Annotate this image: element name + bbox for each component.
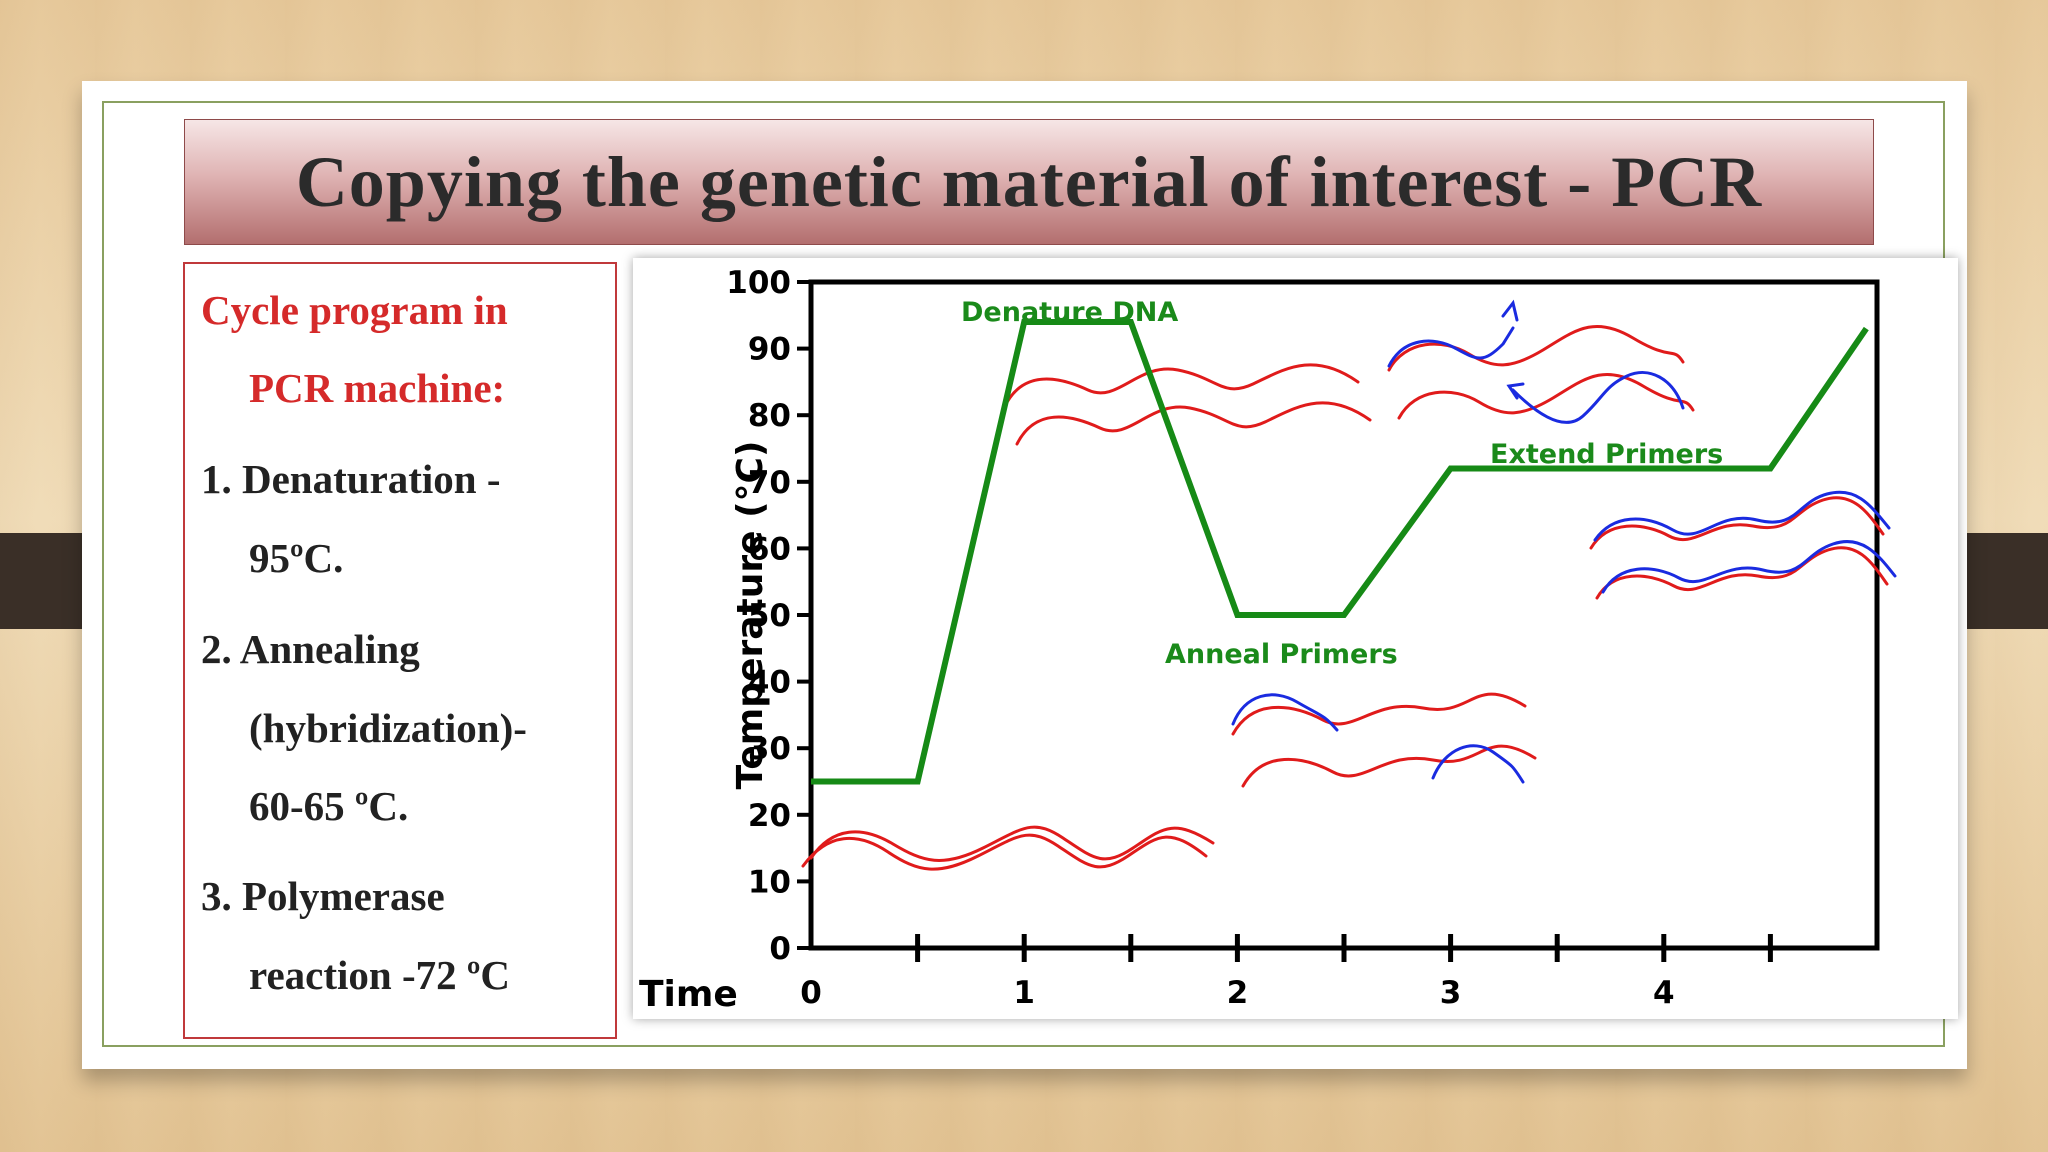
y-tick-label: 50 (748, 598, 791, 634)
temperature-profile-line (811, 319, 1869, 785)
dna-separated-strands-illustration (1003, 363, 1372, 446)
slide-title: Copying the genetic material of interest… (295, 141, 1763, 222)
y-tick-labels: 0 10 20 30 40 50 60 70 80 90 100 (726, 265, 791, 967)
label-denature-dna: Denature DNA (961, 297, 1178, 328)
step-1-line-2: 95ºC. (249, 535, 344, 581)
y-tick-label: 10 (748, 864, 791, 900)
cycle-program-textbox: Cycle program in PCR machine: 1. Denatur… (183, 262, 617, 1039)
step-3-line-2: reaction -72 ºC (249, 952, 510, 998)
pcr-chart-panel: 0 10 20 30 40 50 60 70 80 90 100 0 1 2 3 4 Time Temper… (633, 258, 1958, 1019)
y-tick-label: 100 (726, 265, 791, 301)
x-tick-label: 1 (1013, 975, 1035, 1011)
axis-ticks (797, 280, 1773, 962)
label-extend-primers: Extend Primers (1490, 439, 1723, 470)
y-tick-label: 0 (769, 931, 791, 967)
y-tick-label: 30 (748, 731, 791, 767)
y-axis-title: Temperature (°C) (730, 441, 771, 790)
x-tick-label: 3 (1440, 975, 1462, 1011)
slide: Copying the genetic material of interest… (82, 81, 1967, 1069)
step-2-line-2: (hybridization)- (249, 705, 527, 751)
y-tick-label: 60 (748, 531, 791, 567)
x-tick-labels: 0 1 2 3 4 (800, 975, 1674, 1011)
y-tick-label: 90 (748, 332, 791, 368)
heading-line-1: Cycle program in (201, 287, 508, 333)
heading-line-2: PCR machine: (249, 365, 506, 411)
y-tick-label: 40 (748, 665, 791, 701)
new-double-strands-illustration (1589, 490, 1897, 600)
y-tick-label: 80 (748, 398, 791, 434)
y-tick-label: 70 (748, 465, 791, 501)
primer-annealing-illustration (1231, 692, 1537, 788)
x-tick-label: 2 (1227, 975, 1249, 1011)
pcr-temperature-chart: 0 10 20 30 40 50 60 70 80 90 100 0 1 2 3 4 Time Temper… (639, 265, 1897, 1015)
step-2-line-3: 60-65 ºC. (249, 783, 409, 829)
y-tick-label: 20 (748, 798, 791, 834)
x-tick-label: 4 (1653, 975, 1675, 1011)
primer-extension-illustration (1387, 299, 1695, 424)
x-axis-title: Time (639, 974, 738, 1015)
step-2-line-1: 2. Annealing (201, 626, 420, 672)
dna-double-strand-illustration (801, 825, 1215, 871)
step-3-line-1: 3. Polymerase (201, 873, 445, 919)
title-bar: Copying the genetic material of interest… (184, 119, 1874, 245)
step-1-line-1: 1. Denaturation - (201, 456, 501, 502)
label-anneal-primers: Anneal Primers (1165, 639, 1398, 670)
x-tick-label: 0 (800, 975, 822, 1011)
